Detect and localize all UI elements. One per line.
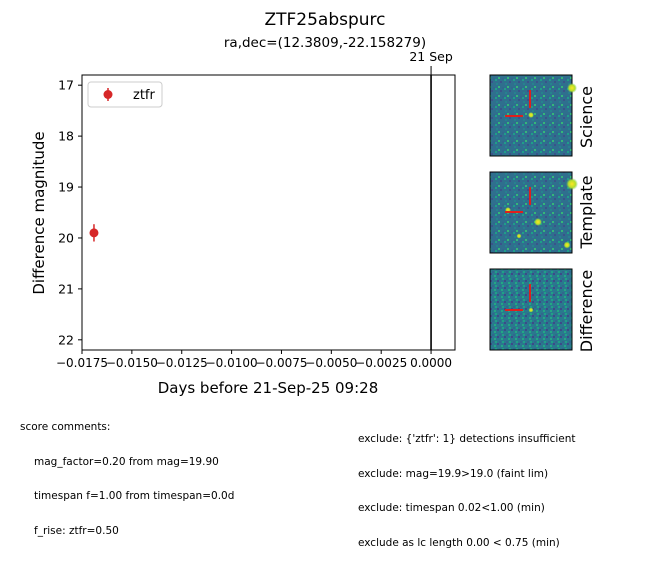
template-star-2 xyxy=(534,218,542,226)
legend-box xyxy=(87,81,163,108)
legend-marker xyxy=(103,90,113,99)
x-tick-label: −0.0150 xyxy=(106,356,158,370)
score-comments-header: score comments: xyxy=(20,421,111,433)
cutout-label-difference: Difference xyxy=(577,270,596,352)
exclusion-line: exclude: {'ztfr': 1} detections insuffic… xyxy=(358,433,576,445)
x-tick-label: 0.0000 xyxy=(410,356,452,370)
data-points xyxy=(89,224,99,242)
y-tick-label: 18 xyxy=(58,129,74,144)
legend: ztfr xyxy=(87,81,163,108)
score-comment-line: timespan f=1.00 from timespan=0.0d xyxy=(34,490,235,502)
exclusion-line: exclude as lc length 0.00 < 0.75 (min) xyxy=(358,536,560,549)
science-bright-star xyxy=(567,83,577,93)
score-comment-line: mag_factor=0.20 from mag=19.90 xyxy=(34,455,219,468)
x-tick-label: −0.0025 xyxy=(355,356,407,370)
y-tick-label: 17 xyxy=(58,78,74,93)
reference-lines: 21 Sep xyxy=(409,49,453,350)
figure-subtitle: ra,dec=(12.3809,-22.158279) xyxy=(224,35,426,51)
template-star-4 xyxy=(563,241,571,249)
x-axis-label: Days before 21-Sep-25 09:28 xyxy=(158,379,379,397)
figure: ZTF25abspurc ra,dec=(12.3809,-22.158279)… xyxy=(30,10,596,397)
score-comments: score comments: mag_factor=0.20 from mag… xyxy=(20,399,234,549)
exclusion-comments: exclude: {'ztfr': 1} detections insuffic… xyxy=(358,411,576,561)
score-comment-line: f_rise: ztfr=0.50 xyxy=(34,524,119,537)
science-source xyxy=(528,112,534,118)
y-ticks: 17 18 19 20 21 22 xyxy=(58,78,82,347)
y-tick-label: 20 xyxy=(58,230,74,245)
x-tick-label: −0.0100 xyxy=(206,356,258,370)
x-tick-label: −0.0125 xyxy=(156,356,208,370)
x-tick-label: −0.0050 xyxy=(305,356,357,370)
template-image xyxy=(489,171,573,254)
cutout-science xyxy=(489,74,577,157)
plot-frame xyxy=(81,74,456,351)
template-star-1 xyxy=(566,178,578,190)
x-ticks: −0.0175−0.0150−0.0125−0.0100−0.0075−0.00… xyxy=(56,350,452,370)
data-point xyxy=(89,228,99,238)
y-tick-label: 21 xyxy=(58,281,74,296)
y-axis-label: Difference magnitude xyxy=(30,131,48,294)
exclusion-line: exclude: mag=19.9>19.0 (faint lim) xyxy=(358,467,549,480)
reference-vline-label: 21 Sep xyxy=(409,49,453,64)
template-star-5 xyxy=(516,233,522,239)
y-tick-label: 19 xyxy=(58,180,74,195)
cutout-label-template: Template xyxy=(577,175,596,249)
x-tick-label: −0.0175 xyxy=(56,356,108,370)
cutout-difference xyxy=(489,268,573,351)
cutout-label-science: Science xyxy=(577,86,596,148)
exclusion-line: exclude: timespan 0.02<1.00 (min) xyxy=(358,502,545,514)
x-tick-label: −0.0075 xyxy=(255,356,307,370)
figure-title: ZTF25abspurc xyxy=(264,10,385,30)
y-tick-label: 22 xyxy=(58,332,74,347)
lightcurve-plot: −0.0175−0.0150−0.0125−0.0100−0.0075−0.00… xyxy=(30,49,456,397)
legend-label-ztfr: ztfr xyxy=(133,88,155,103)
cutout-template xyxy=(489,171,578,254)
difference-source xyxy=(528,307,534,313)
